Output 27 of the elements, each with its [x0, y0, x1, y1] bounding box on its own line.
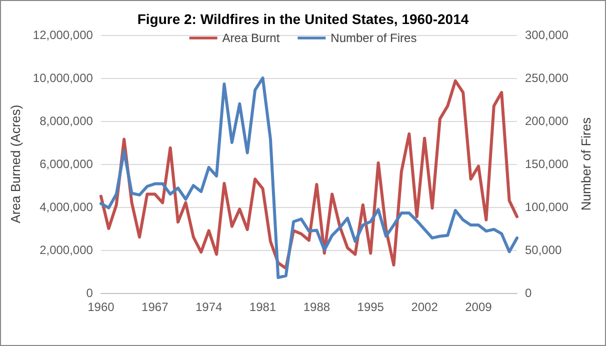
y-axis-title: Area Burned (Acres) [8, 104, 23, 224]
x-tick-label: 1995 [357, 300, 384, 314]
y-tick-label: 4,000,000 [40, 200, 94, 214]
legend-label: Area Burnt [222, 31, 280, 45]
chart-title: Figure 2: Wildfires in the United States, 1960-2014 [137, 11, 469, 27]
y-tick-label: 6,000,000 [40, 157, 94, 171]
y2-tick-label: 150,000 [525, 157, 569, 171]
y-tick-label: 10,000,000 [32, 71, 94, 85]
y2-axis-title: Number of Fires [578, 116, 594, 211]
y-tick-label: 2,000,000 [40, 243, 94, 257]
x-tick-label: 1981 [249, 300, 276, 314]
x-tick-label: 2002 [411, 300, 438, 314]
x-tick-label: 1988 [303, 300, 330, 314]
x-tick-label: 2009 [465, 300, 492, 314]
y2-tick-label: 200,000 [525, 114, 569, 128]
y-tick-label: 8,000,000 [40, 114, 94, 128]
y-tick-label: 12,000,000 [32, 28, 94, 42]
legend-label: Number of Fires [330, 31, 417, 45]
x-tick-label: 1967 [142, 300, 169, 314]
y2-tick-label: 50,000 [525, 243, 562, 257]
y2-tick-label: 250,000 [525, 71, 569, 85]
y2-tick-label: 300,000 [525, 28, 569, 42]
y2-tick-label: 0 [525, 286, 532, 300]
y2-tick-label: 100,000 [525, 200, 569, 214]
y-tick-label: 0 [86, 286, 94, 300]
x-tick-label: 1960 [88, 300, 115, 314]
x-tick-label: 1974 [195, 300, 222, 314]
